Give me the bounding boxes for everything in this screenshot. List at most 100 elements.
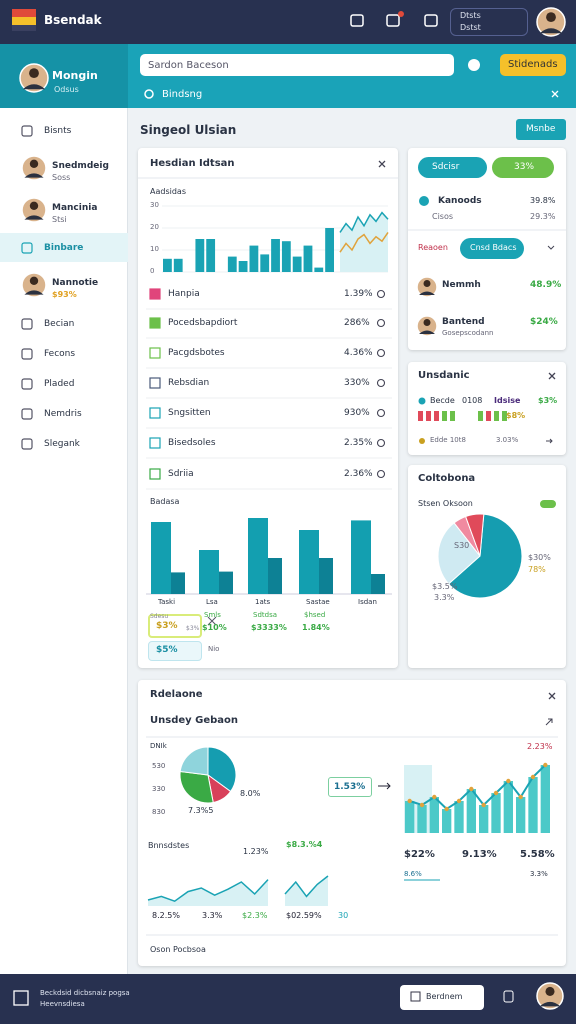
label: Becde (430, 396, 455, 405)
account-button[interactable] (450, 8, 528, 36)
indicator (434, 411, 439, 421)
label: 30 (338, 911, 349, 920)
button[interactable] (516, 119, 566, 140)
bar (163, 258, 172, 272)
button[interactable] (460, 238, 524, 259)
card (408, 362, 566, 455)
y-tick-label: 30 (150, 201, 159, 209)
label: 8.2.5% (152, 911, 180, 920)
search-icon (144, 89, 154, 99)
close-icon (548, 692, 556, 700)
marker (493, 790, 499, 796)
label: Pacgdsbotes (168, 348, 225, 358)
label: 5.58% (520, 849, 555, 860)
line (409, 764, 547, 811)
avatar (21, 272, 47, 298)
label: Bisnts (44, 126, 72, 136)
avatar-hair (545, 986, 555, 996)
label: 3.3% (530, 870, 548, 878)
indicator (426, 411, 431, 421)
bar (303, 245, 313, 272)
label: $8.3.%4 (286, 840, 323, 849)
avatar-hair (423, 319, 431, 326)
label: Becian (44, 319, 75, 329)
label: 2.36% (344, 469, 373, 479)
menu-icon (21, 242, 33, 254)
line (339, 211, 389, 233)
bar (528, 777, 538, 833)
avatar-hair (29, 68, 39, 78)
label: $30% (528, 553, 551, 562)
label: Rebsdian (168, 378, 210, 388)
label: Sdesu (150, 613, 169, 620)
bar (417, 805, 427, 833)
label: 3.03% (496, 436, 519, 444)
label: 9.13% (462, 849, 497, 860)
nav-icon (386, 14, 400, 27)
label: Nio (208, 645, 220, 653)
bar (171, 572, 185, 594)
label: 4.36% (344, 348, 373, 358)
logo (12, 17, 36, 25)
label: Badasa (150, 497, 180, 506)
like-icon (376, 289, 386, 299)
marker (518, 794, 523, 800)
label: Stsen Oksoon (418, 499, 473, 508)
label: Sdtdsa (253, 611, 278, 619)
label: Binbare (44, 243, 84, 253)
label: Fecons (44, 349, 76, 359)
label: 930% (344, 408, 370, 418)
label: Smls (204, 611, 221, 619)
card-title: Hesdian Idtsan (150, 158, 235, 169)
label: Rdelaone (150, 689, 203, 700)
bar (479, 805, 489, 833)
row-icon (149, 347, 161, 359)
icon (503, 990, 514, 1003)
area (285, 876, 328, 906)
label: Sdcisr (432, 162, 460, 172)
button[interactable] (418, 157, 487, 178)
avatar-body (419, 291, 435, 295)
label: Reaoen (418, 243, 448, 252)
label: Stsi (52, 215, 67, 224)
bar (206, 239, 216, 272)
label: $3333% (251, 623, 287, 632)
label: Dstst (460, 23, 481, 32)
bar (442, 809, 452, 833)
footer-icon (13, 990, 29, 1006)
page-title: Singeol Ulsian (140, 123, 237, 137)
label: $hsed (304, 611, 326, 619)
label: Aadsidas (150, 187, 186, 196)
label: $3% (538, 396, 558, 405)
label: $02.59% (286, 911, 322, 920)
bar (151, 522, 171, 594)
label: 3.3% (202, 911, 223, 920)
row-icon (149, 468, 161, 480)
line (339, 231, 389, 253)
marker (407, 798, 412, 804)
action-button[interactable] (500, 54, 566, 76)
area (340, 212, 388, 272)
bar (454, 801, 464, 833)
label: Berdnem (426, 992, 463, 1001)
label: $22% (404, 849, 435, 860)
marker (444, 806, 449, 812)
bar (219, 571, 233, 594)
pie-slice (447, 513, 523, 599)
button[interactable] (492, 157, 554, 178)
label: Bnnsdstes (148, 841, 190, 850)
icon (468, 59, 480, 71)
y-tick-label: 0 (150, 267, 155, 275)
like-icon (376, 318, 386, 328)
label: Unsdanic (418, 370, 470, 381)
search-input[interactable] (140, 54, 454, 76)
label: Oson Pocbsoa (150, 945, 206, 954)
button[interactable] (400, 985, 484, 1010)
close-icon (548, 372, 556, 380)
icon (410, 991, 421, 1002)
bar (405, 801, 415, 833)
bar (371, 574, 385, 594)
close-icon (551, 90, 559, 98)
label: Dtsts (460, 11, 481, 20)
row-icon (149, 288, 161, 300)
